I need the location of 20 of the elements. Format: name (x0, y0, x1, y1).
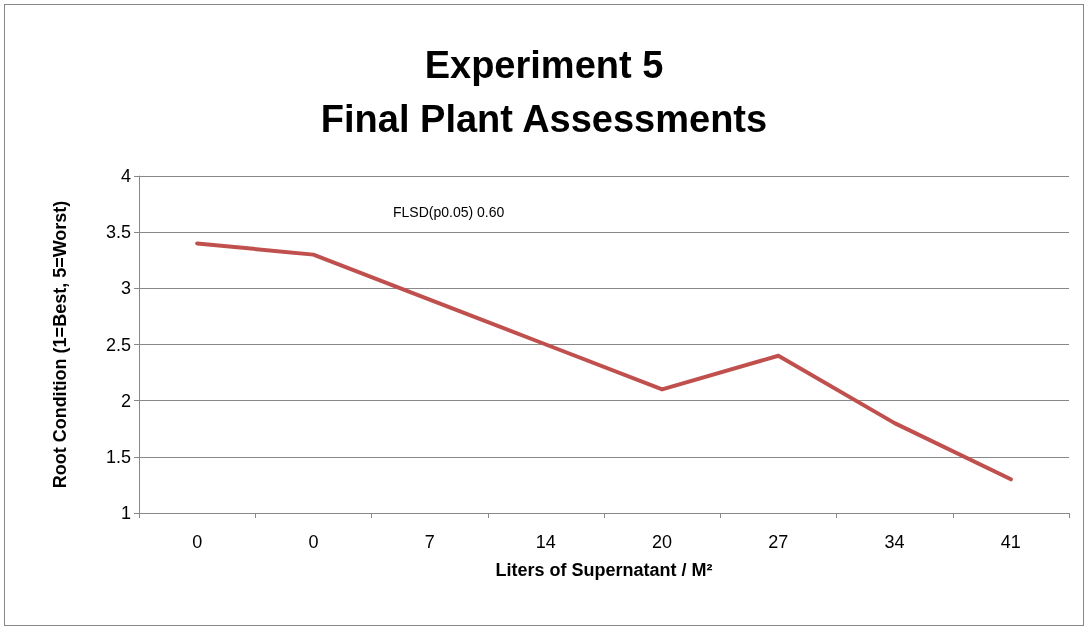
x-tick-label: 14 (535, 532, 556, 552)
x-tick-label: 0 (192, 532, 203, 552)
y-tick-label: 4 (120, 166, 131, 186)
y-tick-label: 3 (120, 278, 131, 299)
x-tick-label: 7 (424, 532, 435, 552)
y-tick-label: 2 (120, 390, 131, 411)
x-tick-label: 34 (884, 532, 905, 552)
x-tick-label: 27 (768, 532, 789, 552)
annotation: FLSD(p0.05) 0.60 (393, 204, 505, 220)
x-axis-title: Liters of Supernatant / M² (495, 560, 713, 580)
x-tick-label: 20 (652, 532, 673, 552)
x-tick-label: 41 (1000, 532, 1021, 552)
y-tick-label: 1.5 (105, 446, 131, 467)
y-tick-label: 2.5 (105, 334, 131, 355)
line-series (195, 241, 1013, 482)
chart-title: Experiment 5 Final Plant Assessments (320, 44, 768, 140)
x-tick-label: 0 (308, 532, 319, 552)
y-axis-title: Root Condition (1=Best, 5=Worst) (50, 200, 70, 489)
y-tick-label: 3.5 (105, 222, 131, 243)
y-tick-label: 1 (120, 503, 131, 523)
